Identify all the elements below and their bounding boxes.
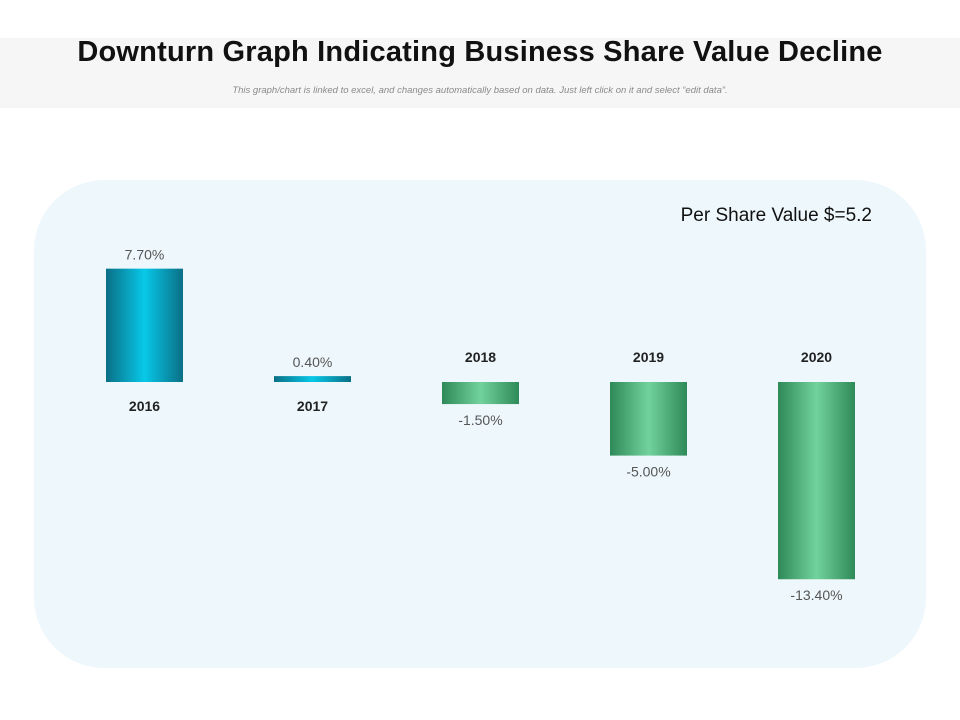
bar-2016 — [106, 268, 183, 382]
bar-2018 — [442, 382, 519, 405]
page-subtitle: This graph/chart is linked to excel, and… — [232, 85, 728, 96]
value-label-2016: 7.70% — [125, 247, 165, 263]
category-label-2019: 2019 — [633, 349, 664, 365]
per-share-value-note: Per Share Value $=5.2 — [680, 205, 872, 226]
bar-2020 — [778, 382, 855, 580]
bar-2019 — [610, 382, 687, 456]
category-label-2020: 2020 — [801, 349, 832, 365]
header-band — [0, 38, 960, 108]
value-label-2017: 0.40% — [293, 354, 333, 370]
value-label-2020: -13.40% — [790, 587, 842, 603]
chart-panel — [34, 180, 926, 668]
category-label-2018: 2018 — [465, 349, 496, 365]
page-title: Downturn Graph Indicating Business Share… — [77, 36, 883, 68]
bar-2017 — [274, 376, 351, 382]
value-label-2019: -5.00% — [626, 464, 670, 480]
value-label-2018: -1.50% — [458, 412, 502, 428]
category-label-2017: 2017 — [297, 398, 328, 414]
category-label-2016: 2016 — [129, 398, 160, 414]
